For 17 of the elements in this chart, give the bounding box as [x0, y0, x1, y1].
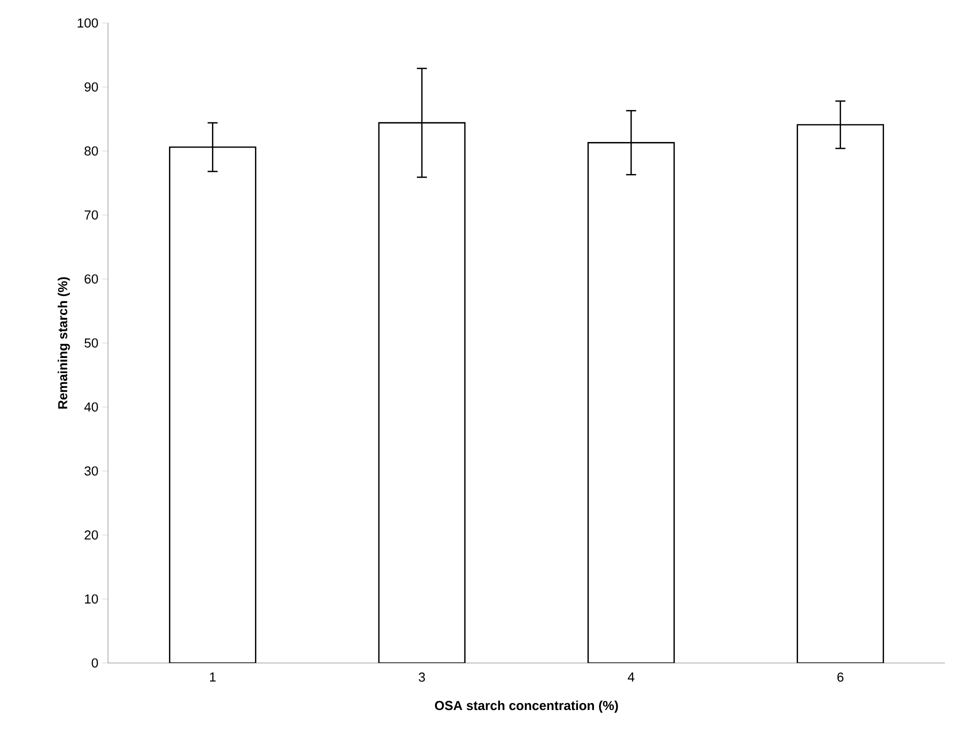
- x-axis-title: OSA starch concentration (%): [434, 700, 618, 713]
- y-tick-label: 40: [84, 402, 98, 412]
- y-tick-label: 90: [84, 82, 98, 92]
- x-tick-label: 3: [418, 672, 425, 682]
- y-tick-label: 60: [84, 274, 98, 284]
- y-tick-label: 50: [84, 338, 98, 348]
- y-tick-label: 70: [84, 210, 98, 220]
- y-tick-label: 20: [84, 530, 98, 540]
- x-tick-label: 6: [837, 672, 844, 682]
- y-tick-label: 30: [84, 466, 98, 476]
- x-tick-label: 1: [210, 672, 216, 682]
- y-tick-label: 0: [92, 658, 98, 668]
- y-axis-title: Remaining starch (%): [58, 277, 70, 409]
- x-tick-label: 4: [628, 672, 634, 682]
- y-tick-label: 100: [78, 18, 98, 28]
- y-tick-label: 80: [84, 146, 98, 156]
- y-tick-label: 10: [85, 594, 98, 604]
